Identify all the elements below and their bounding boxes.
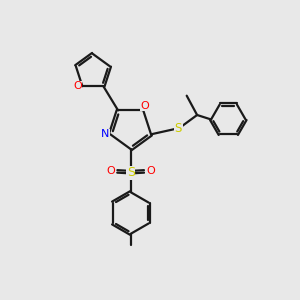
Text: S: S <box>127 167 135 179</box>
Text: N: N <box>101 129 109 139</box>
Text: O: O <box>146 167 155 176</box>
Text: O: O <box>73 81 82 91</box>
Text: O: O <box>107 167 116 176</box>
Text: S: S <box>175 122 182 135</box>
Text: O: O <box>140 101 149 111</box>
